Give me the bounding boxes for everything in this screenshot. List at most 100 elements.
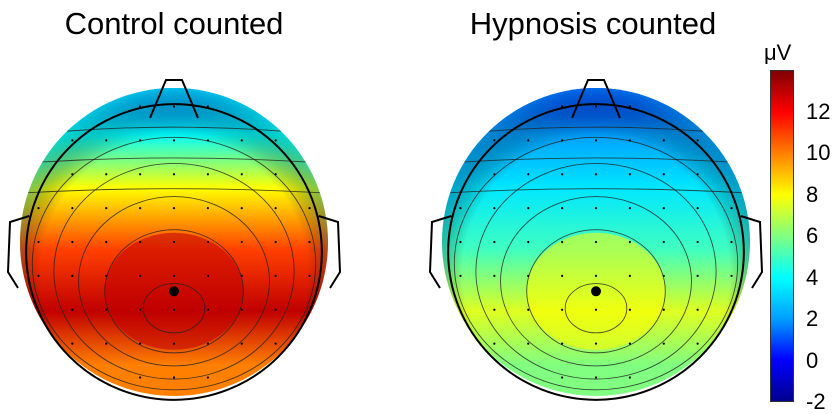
electrode-dot [172, 207, 176, 210]
contour-line [489, 126, 703, 132]
colorbar [770, 70, 794, 402]
electrode-dot [628, 139, 631, 142]
electrode-dot [527, 207, 530, 210]
electrode-dot [594, 207, 598, 210]
electrode-dot [240, 240, 243, 244]
electrode-dot [662, 173, 665, 176]
electrode-dot [594, 376, 598, 379]
electrode-dot [206, 274, 209, 277]
electrode-dot [172, 105, 176, 108]
electrode-dot [172, 139, 176, 142]
contour-line [564, 283, 628, 334]
head-outline [447, 103, 745, 401]
electrode-dot [628, 308, 631, 311]
electrode-dot [240, 274, 243, 277]
colorbar-unit: μV [764, 40, 792, 65]
electrode-dot [308, 207, 311, 210]
electrode-dot [561, 376, 564, 379]
electrode-dot [71, 274, 74, 277]
electrode-dot [240, 173, 243, 176]
colorbar-tick-label: 4 [806, 264, 819, 290]
electrode-dot [105, 240, 108, 244]
contour-line [475, 163, 717, 380]
colorbar-tick-label: 12 [806, 98, 831, 124]
electrode-dot [308, 240, 311, 244]
electrode-dot [139, 376, 142, 379]
electrode-dot [527, 274, 530, 277]
electrode-dot [696, 308, 699, 311]
electrode-dot [493, 274, 496, 277]
electrode-dot [71, 173, 74, 176]
nose-outline [149, 79, 199, 119]
electrode-dot [274, 240, 277, 244]
electrode-dot [628, 173, 631, 176]
electrode-dot [527, 308, 530, 311]
electrode-dot [493, 342, 496, 345]
electrode-dot [527, 342, 530, 345]
electrode-dot [561, 342, 564, 345]
contour-line [450, 188, 742, 194]
control-topomap [6, 79, 342, 401]
electrode-dot [139, 308, 142, 311]
electrode-dot [172, 274, 176, 277]
electrode-dot [628, 207, 631, 210]
electrode-dot [730, 240, 733, 244]
contour-line [453, 136, 739, 391]
electrode-dot [172, 342, 176, 345]
electrode-dot [459, 207, 462, 210]
colorbar-tick-label: 8 [806, 181, 819, 207]
contour-line [104, 229, 244, 354]
electrode-dot [662, 240, 665, 244]
electrode-dot [527, 139, 530, 142]
electrode-dot [730, 274, 733, 277]
electrode-dot [662, 207, 665, 210]
electrode-dot [139, 240, 142, 244]
electrode-dot [696, 173, 699, 176]
electrode-dot [172, 240, 176, 244]
electrode-dot [628, 274, 631, 277]
electrode-dot [696, 240, 699, 244]
electrode-dot [105, 342, 108, 345]
electrode-dot [105, 207, 108, 210]
electrode-dot [172, 308, 176, 311]
head-outline [25, 103, 323, 401]
left-map-title: Control counted [64, 6, 284, 41]
contour-line [28, 188, 320, 194]
electrode-dot [696, 139, 699, 142]
electrode-dot [662, 139, 665, 142]
right-ear-outline [740, 215, 764, 289]
colorbar-tick-label: 0 [806, 347, 819, 373]
electrode-dot [105, 274, 108, 277]
electrode-dot [274, 139, 277, 142]
contour-line [500, 196, 692, 367]
electrode-dot [696, 274, 699, 277]
electrode-dot [274, 207, 277, 210]
electrode-dot [206, 240, 209, 244]
electrode-dot [308, 274, 311, 277]
right-map-title: Hypnosis counted [469, 6, 717, 41]
electrode-dot [206, 342, 209, 345]
electrode-dot [139, 342, 142, 345]
electrode-dot [71, 342, 74, 345]
electrode-dot [662, 308, 665, 311]
electrode-dot [240, 308, 243, 311]
contour-line [31, 136, 317, 391]
electrode-dot [274, 173, 277, 176]
left-ear-outline [6, 215, 30, 289]
electrode-dot [139, 274, 142, 277]
electrode-dot [628, 376, 631, 379]
electrode-dot [493, 139, 496, 142]
left-ear-outline [428, 215, 452, 289]
electrode-dot [696, 207, 699, 210]
electrode-dot [561, 173, 564, 176]
electrode-dot [71, 139, 74, 142]
electrode-dot [71, 207, 74, 210]
electrode-dot [206, 308, 209, 311]
electrode-dot [493, 240, 496, 244]
right-ear-outline [318, 215, 342, 289]
electrode-dot [493, 207, 496, 210]
electrode-dot [71, 308, 74, 311]
electrode-dot [37, 274, 40, 277]
contour-line [53, 163, 295, 380]
